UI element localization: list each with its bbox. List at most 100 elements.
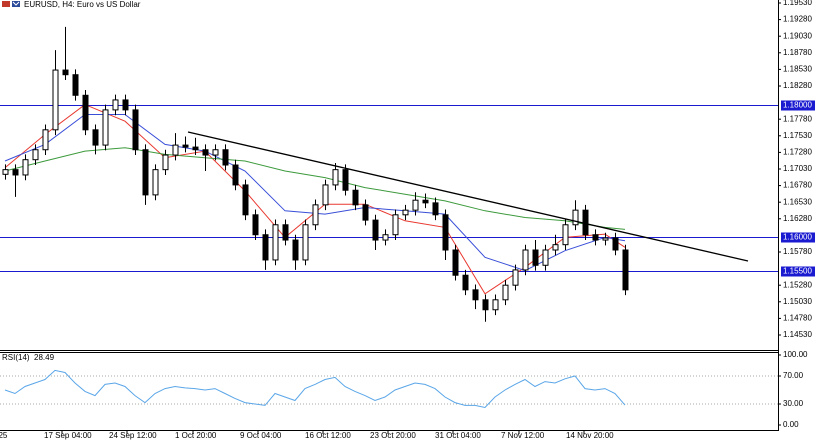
candle-body xyxy=(462,274,469,291)
level-label: 1.18000 xyxy=(783,101,812,110)
candle-body xyxy=(522,249,529,271)
candle-body xyxy=(532,249,539,266)
y-tick-label: 1.16280 xyxy=(783,214,812,223)
candle-body xyxy=(242,184,249,216)
y-tick-label: 1.16530 xyxy=(783,197,812,206)
y-tick-label: 70.00 xyxy=(783,371,804,380)
candle-body xyxy=(142,149,149,196)
y-tick-label: 1.15280 xyxy=(783,280,812,289)
candle-body xyxy=(452,249,459,276)
candle-body xyxy=(482,299,489,311)
level-label-box xyxy=(781,100,815,111)
candle-body xyxy=(62,69,69,76)
y-tick-label: 1.15030 xyxy=(783,297,812,306)
candle-body xyxy=(92,129,99,146)
y-tick-label: 1.17030 xyxy=(783,164,812,173)
candle-body xyxy=(302,224,309,261)
moving-average xyxy=(4,147,626,230)
rsi-line xyxy=(4,369,626,409)
candle-body xyxy=(32,149,39,161)
y-tick-label: 1.17280 xyxy=(783,147,812,156)
candle-body xyxy=(272,224,279,261)
level-label-box xyxy=(781,232,815,243)
candle-body xyxy=(542,249,549,266)
candle-body xyxy=(612,237,619,251)
candle-body xyxy=(322,184,329,206)
candle-body xyxy=(82,94,89,131)
candle-body xyxy=(582,209,589,236)
x-tick-label: 31 Oct 04:00 xyxy=(435,431,481,440)
y-tick-label: 1.15780 xyxy=(783,247,812,256)
y-tick-label: 30.00 xyxy=(783,399,804,408)
candle-body xyxy=(292,239,299,261)
candle-body xyxy=(382,234,389,241)
candle-body xyxy=(412,199,419,211)
candle-body xyxy=(622,249,629,291)
y-tick-label: 1.16780 xyxy=(783,181,812,190)
candle-body xyxy=(52,69,59,131)
y-tick-label: 100.00 xyxy=(783,350,808,359)
candle-body xyxy=(282,224,289,241)
candle-body xyxy=(572,209,579,226)
y-tick-label: 1.18280 xyxy=(783,81,812,90)
x-tick-label: 23 Oct 20:00 xyxy=(370,431,416,440)
y-tick-label: 1.18780 xyxy=(783,48,812,57)
candle-body xyxy=(112,99,119,111)
x-tick-label: 10 Sep 2025 xyxy=(0,431,8,440)
candle-body xyxy=(72,74,79,96)
candle-body xyxy=(222,149,229,166)
candle-body xyxy=(262,234,269,261)
candle-body xyxy=(252,214,259,236)
candle-body xyxy=(592,234,599,241)
y-tick-label: 1.19280 xyxy=(783,15,812,24)
trend-line xyxy=(187,131,749,262)
candle-body xyxy=(492,299,499,311)
y-tick-label: 1.19530 xyxy=(783,0,812,7)
rsi-value: 28.49 xyxy=(34,353,55,362)
candle-body xyxy=(12,169,19,176)
candle-body xyxy=(122,99,129,111)
candle-body xyxy=(442,214,449,251)
candle-body xyxy=(312,204,319,226)
candle-body xyxy=(392,214,399,236)
candle-body xyxy=(402,209,409,216)
candle-body xyxy=(552,244,559,251)
y-tick-label: 1.17530 xyxy=(783,131,812,140)
x-tick-label: 16 Oct 12:00 xyxy=(305,431,351,440)
x-tick-label: 17 Sep 04:00 xyxy=(44,431,92,440)
candle-body xyxy=(2,169,9,175)
y-tick-label: 1.19030 xyxy=(783,31,812,40)
level-label: 1.15500 xyxy=(783,267,812,276)
symbol-icon xyxy=(2,1,20,7)
candle-body xyxy=(192,146,199,151)
x-tick-label: 7 Nov 12:00 xyxy=(501,431,545,440)
y-tick-label: 1.14530 xyxy=(783,330,812,339)
x-tick-label: 1 Oct 20:00 xyxy=(175,431,217,440)
candle-body xyxy=(372,219,379,241)
candle-body xyxy=(232,164,239,186)
candle-body xyxy=(422,199,429,204)
candle-body xyxy=(132,109,139,151)
candle-body xyxy=(212,149,219,156)
y-tick-label: 0.00 xyxy=(783,420,799,429)
y-tick-label: 1.17780 xyxy=(783,114,812,123)
candle-body xyxy=(342,169,349,191)
candle-body xyxy=(562,224,569,246)
x-tick-label: 14 Nov 20:00 xyxy=(566,431,614,440)
candle-body xyxy=(102,109,109,146)
candle-body xyxy=(42,129,49,151)
y-tick-label: 1.14780 xyxy=(783,314,812,323)
x-tick-label: 24 Sep 12:00 xyxy=(109,431,157,440)
candle-body xyxy=(182,144,189,148)
candle-body xyxy=(202,149,209,156)
chart-title: EURUSD, H4: Euro vs US Dollar xyxy=(24,0,141,9)
candle-body xyxy=(172,144,179,156)
candle-body xyxy=(22,159,29,176)
candle-body xyxy=(602,237,609,241)
level-label: 1.16000 xyxy=(783,233,812,242)
candle-body xyxy=(162,154,169,171)
candle-body xyxy=(512,269,519,286)
y-tick-label: 1.18530 xyxy=(783,64,812,73)
